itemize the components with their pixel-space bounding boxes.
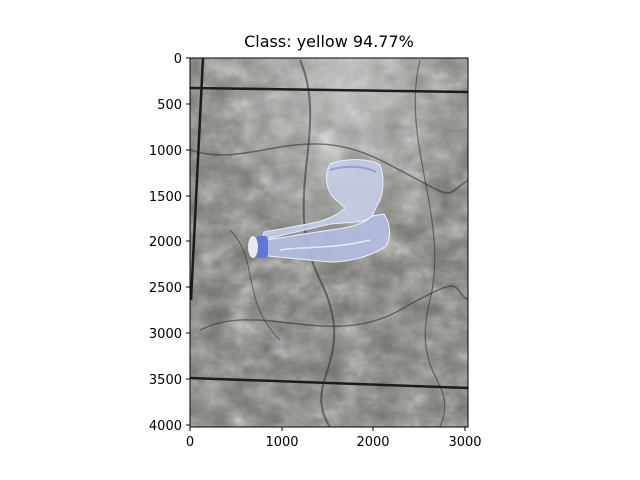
- plastic-bottle: [248, 159, 391, 263]
- cap-end: [248, 236, 258, 258]
- bottle-cap: [256, 236, 268, 258]
- y-tick-label: 0: [174, 52, 182, 67]
- y-tick-label: 500: [157, 98, 182, 113]
- photo: [190, 58, 468, 427]
- axes-frame: [189, 57, 469, 428]
- y-axis: 0 500 1000 1500 2000 2500 3000 3500 4000: [149, 52, 190, 434]
- marble-veins: [190, 59, 468, 427]
- y-tick-label: 2000: [149, 235, 182, 250]
- y-tick-label: 1500: [149, 190, 182, 205]
- x-tick-label: 1000: [265, 435, 298, 450]
- y-tick-label: 3500: [149, 373, 182, 388]
- plot-title: Class: yellow 94.77%: [244, 32, 414, 51]
- y-tick-label: 3000: [149, 327, 182, 342]
- y-tick-label: 1000: [149, 144, 182, 159]
- x-tick-label: 0: [186, 435, 194, 450]
- y-tick-label: 4000: [149, 419, 182, 434]
- x-tick-label: 3000: [448, 435, 481, 450]
- y-tick-label: 2500: [149, 281, 182, 296]
- x-tick-label: 2000: [356, 435, 389, 450]
- tile-seams: [190, 58, 468, 390]
- x-axis: 0 1000 2000 3000: [186, 427, 482, 450]
